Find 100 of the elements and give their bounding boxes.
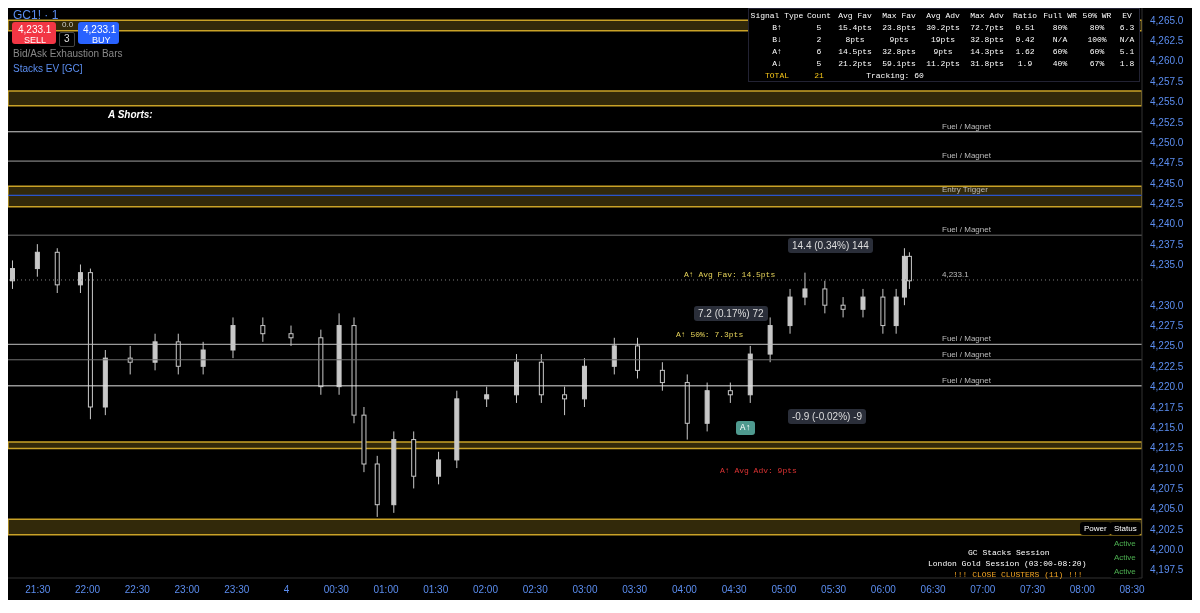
y-tick-label: 4,197.5 [1150, 564, 1184, 576]
annotation: 21 [814, 70, 824, 80]
y-tick-label: 4,260.0 [1150, 55, 1184, 67]
x-tick-label: 03:00 [572, 584, 598, 596]
annotation: 60% [1052, 46, 1068, 56]
annotation: EV [1122, 10, 1132, 20]
annotation: Power [1084, 524, 1107, 533]
annotation: Max Fav [882, 10, 916, 20]
annotation: 40% [1052, 58, 1068, 68]
y-tick-label: 4,202.5 [1150, 523, 1184, 535]
y-tick-label: 4,227.5 [1150, 320, 1184, 332]
y-tick-label: 4,242.5 [1150, 197, 1184, 209]
ref-line-label: Fuel / Magnet [942, 225, 992, 235]
annotation: 0.0 [62, 20, 74, 29]
annotation: Max Adv [970, 10, 1004, 20]
annotation: BUY [92, 35, 111, 45]
y-tick-label: 4,247.5 [1150, 157, 1184, 169]
annotation: London Gold Session (03:00-08:20) [928, 559, 1087, 568]
annotation: 80% [1089, 22, 1105, 32]
y-tick-label: 4,217.5 [1150, 401, 1184, 413]
y-tick-label: 4,200.0 [1150, 544, 1184, 556]
annotation: 60% [1089, 46, 1105, 56]
annotation: N/A [1119, 34, 1135, 44]
ref-line-label: Fuel / Magnet [942, 375, 992, 385]
x-tick-label: 06:30 [920, 584, 947, 596]
y-tick-label: 4,252.5 [1150, 116, 1184, 128]
annotation: !!! CLOSE CLUSTERS (11) !!! [953, 570, 1083, 579]
x-tick-label: 08:30 [1119, 584, 1145, 596]
annotation: Full WR [1043, 10, 1077, 20]
x-tick-label: 06:00 [870, 584, 897, 596]
x-tick-label: 02:00 [472, 584, 499, 596]
annotation: A↑ Avg Adv: 9pts [720, 466, 797, 475]
x-tick-label: 05:00 [771, 584, 797, 596]
annotation: 59.1pts [882, 58, 916, 68]
ref-line-label: Fuel / Magnet [942, 121, 992, 131]
y-tick-label: 4,262.5 [1150, 35, 1184, 47]
annotation: 67% [1089, 58, 1105, 68]
y-tick-label: 4,205.0 [1150, 503, 1184, 515]
annotation: Status [1114, 524, 1137, 533]
annotation: A↑ 50%: 7.3pts [676, 330, 744, 339]
annotation: 1.8 [1119, 58, 1135, 68]
annotation: Signal Type [750, 10, 804, 20]
annotation: N/A [1052, 34, 1068, 44]
annotation: Active [1114, 539, 1136, 548]
y-tick-label: 4,257.5 [1150, 75, 1184, 87]
annotation: A↑ [772, 46, 782, 56]
y-tick-label: 4,220.0 [1150, 381, 1184, 393]
annotation: A↑ [740, 423, 751, 433]
y-tick-label: 4,207.5 [1150, 482, 1184, 494]
annotation: 4,233.1 [83, 24, 117, 35]
annotation: Active [1114, 553, 1136, 562]
annotation: 0.42 [1015, 34, 1035, 44]
annotation: Tracking: 60 [866, 70, 924, 80]
ref-line-label: Fuel / Magnet [942, 151, 992, 161]
x-tick-label: 07:00 [970, 584, 996, 596]
annotation: 50% WR [1082, 10, 1112, 20]
y-tick-label: 4,210.0 [1150, 462, 1184, 474]
annotation: 7.2 (0.17%) 72 [698, 308, 764, 319]
annotation: Bid/Ask Exhaustion Bars [13, 48, 123, 59]
annotation: 19pts [930, 34, 955, 44]
annotation: 5 [816, 58, 822, 68]
annotation: 5 [816, 22, 822, 32]
annotation: 4,233.1 [18, 24, 52, 35]
annotation: Active [1114, 567, 1136, 576]
x-tick-label: 4 [283, 584, 290, 596]
y-tick-label: 4,240.0 [1150, 218, 1184, 230]
y-tick-label: 4,255.0 [1150, 96, 1184, 108]
annotation: B↓ [772, 34, 782, 44]
y-tick-label: 4,237.5 [1150, 238, 1184, 250]
x-tick-label: 02:30 [522, 584, 549, 596]
annotation: TOTAL [764, 70, 789, 80]
annotation: 14.5pts [838, 46, 872, 56]
annotation: B↑ [772, 22, 782, 32]
annotation: Stacks EV [GC] [13, 63, 83, 74]
ref-line-label: Fuel / Magnet [942, 349, 992, 359]
annotation: 15.4pts [838, 22, 872, 32]
annotation: 9pts [933, 46, 953, 56]
annotation: 31.8pts [970, 58, 1004, 68]
annotation: 0.51 [1015, 22, 1035, 32]
annotation: A Shorts: [108, 109, 153, 120]
annotation: 32.8pts [970, 34, 1004, 44]
x-tick-label: 08:00 [1069, 584, 1096, 596]
annotation: 32.8pts [882, 46, 916, 56]
annotation: 3 [64, 33, 70, 44]
ref-line-label: Entry Trigger [942, 185, 989, 195]
x-tick-label: 22:00 [75, 584, 101, 596]
annotation: 14.3pts [970, 46, 1004, 56]
annotation: Avg Adv [926, 10, 960, 20]
x-tick-label: 05:30 [821, 584, 847, 596]
annotation: SELL [24, 35, 47, 45]
x-tick-label: 01:30 [423, 584, 449, 596]
y-tick-label: 4,225.0 [1150, 340, 1184, 352]
annotation: 2 [816, 34, 822, 44]
annotation: A↑ Avg Fav: 14.5pts [684, 270, 776, 279]
annotation: 30.2pts [926, 22, 960, 32]
annotation: 9pts [889, 34, 909, 44]
annotation: 72.7pts [970, 22, 1004, 32]
annotation: 1.62 [1015, 46, 1035, 56]
x-tick-label: 23:00 [174, 584, 200, 596]
x-tick-label: 03:30 [622, 584, 648, 596]
